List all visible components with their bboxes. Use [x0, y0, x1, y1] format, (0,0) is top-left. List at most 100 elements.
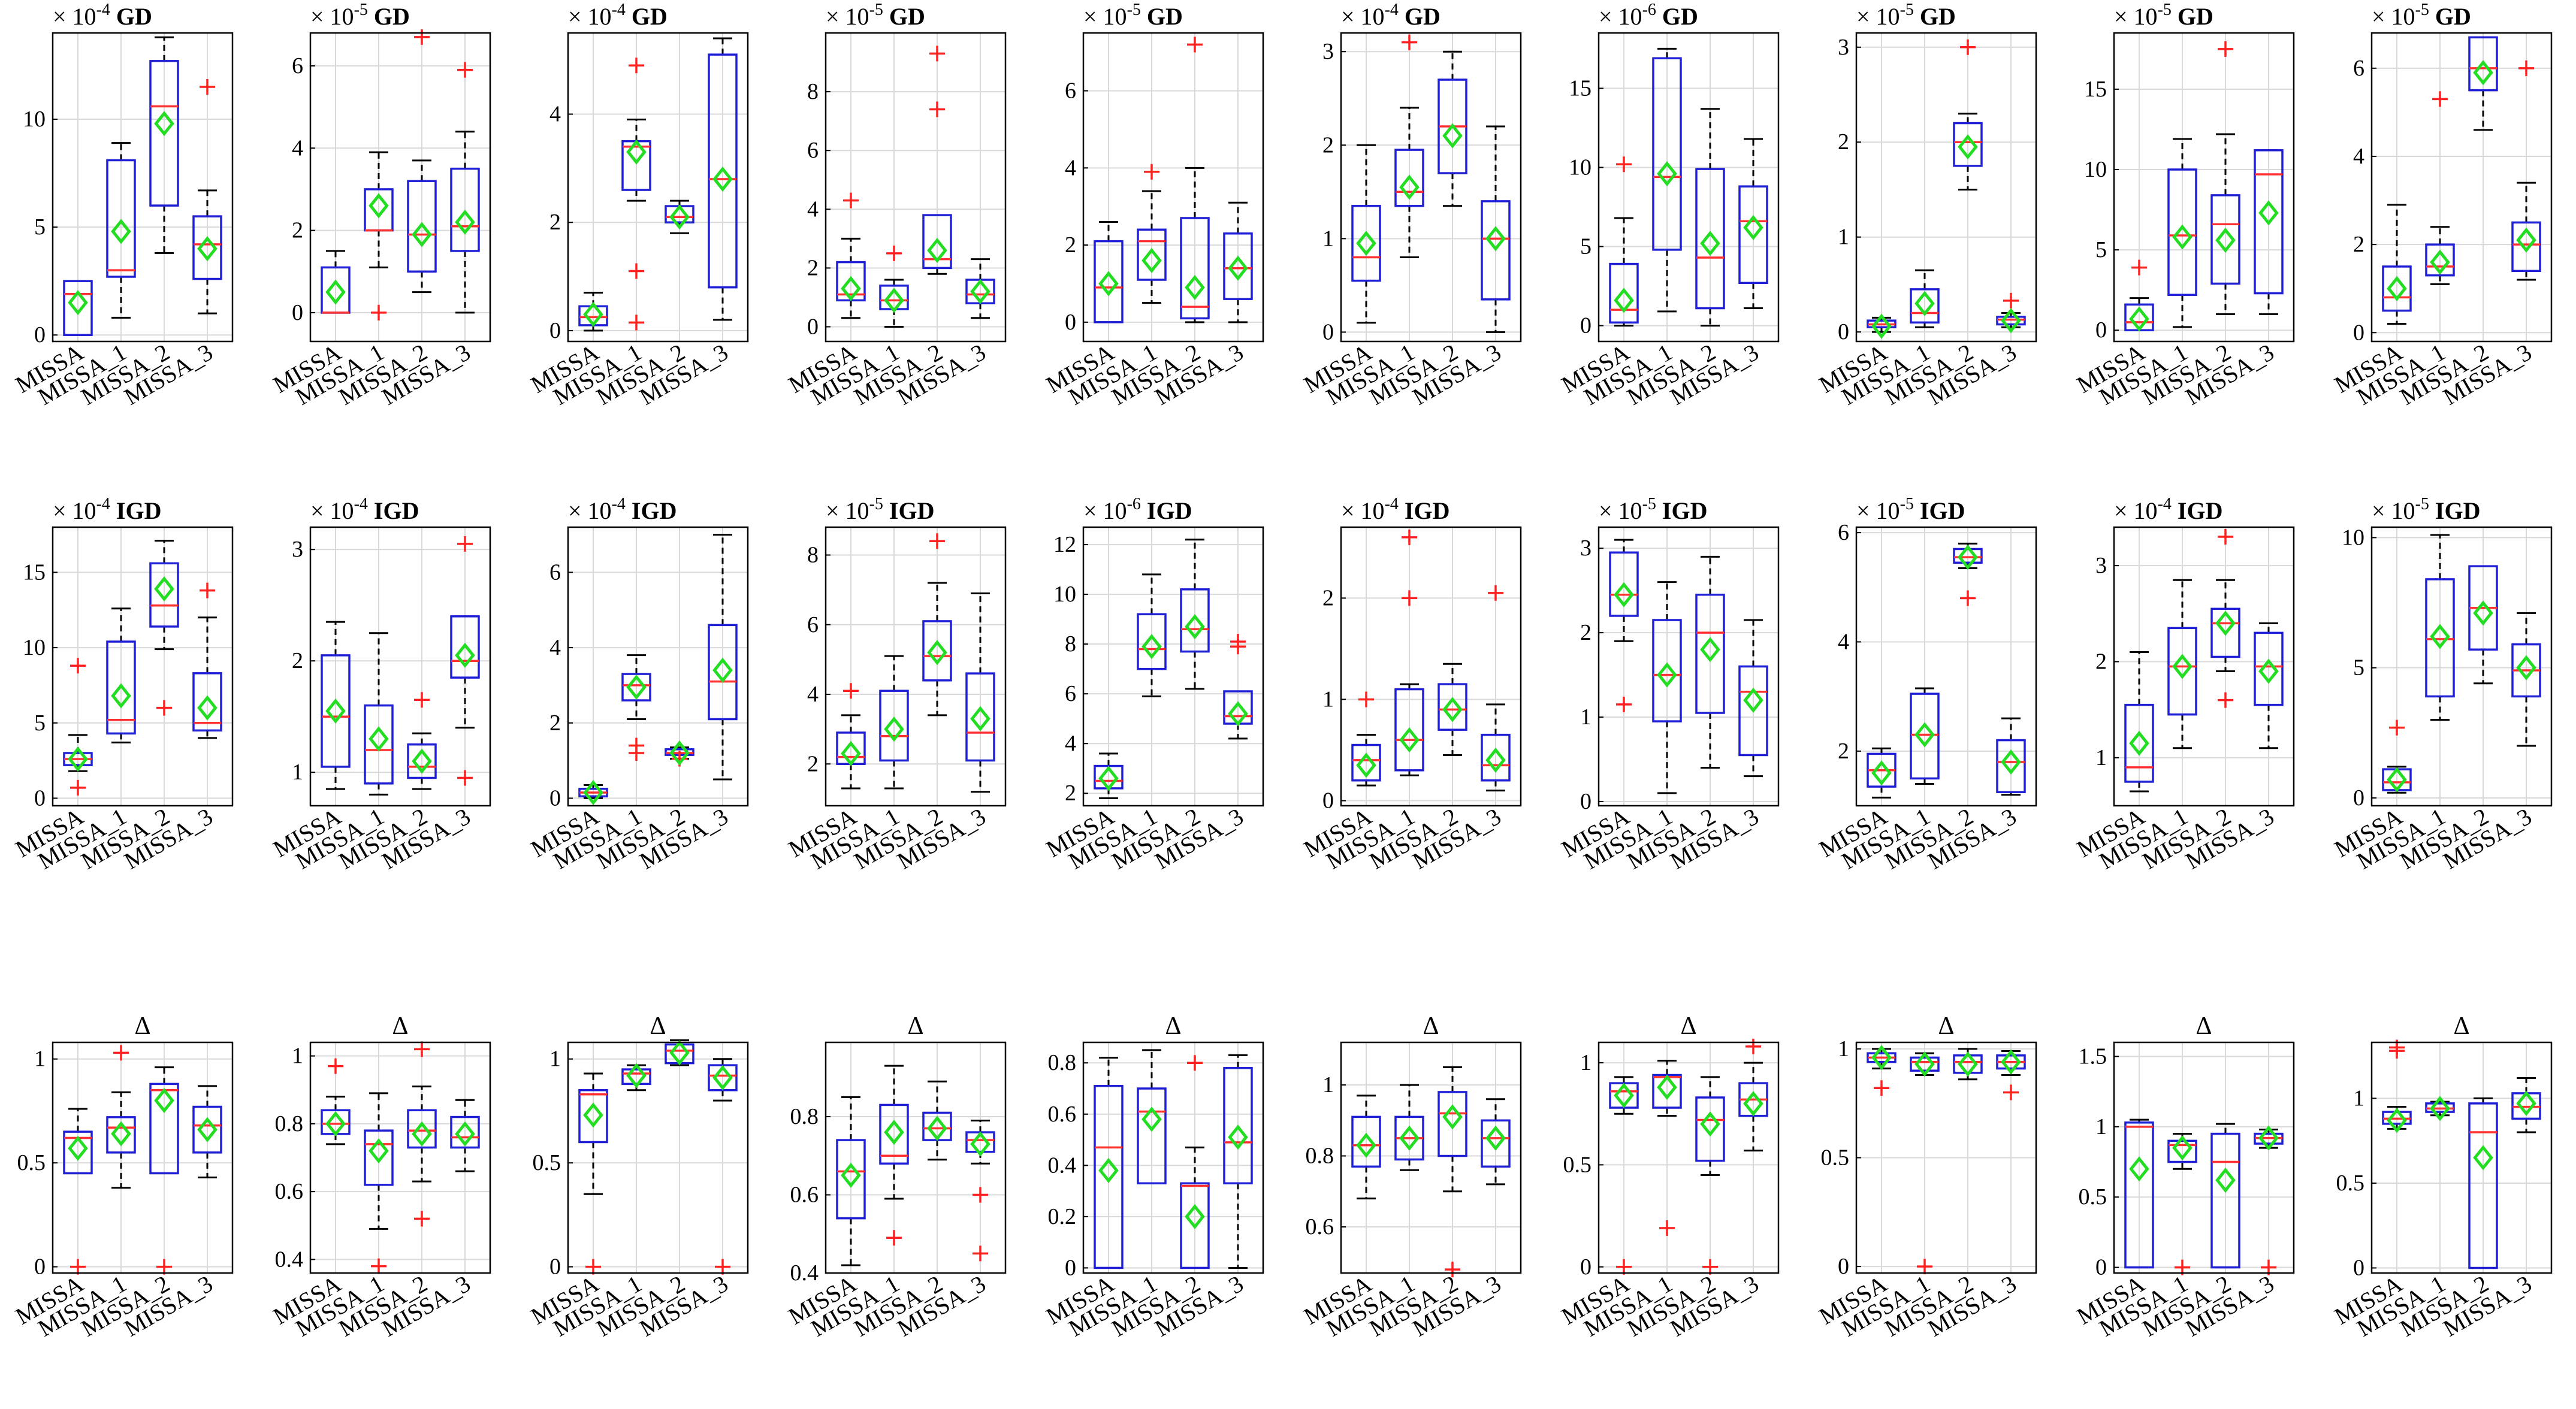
box-iqr [1695, 593, 1725, 714]
axis-exponent-title: × 10-4 IGD [2114, 495, 2222, 524]
box-MISSA_3 [1996, 1049, 2026, 1100]
box-MISSA_2 [1695, 108, 1725, 327]
outlier-marker [1402, 34, 1417, 50]
outlier-marker [113, 1045, 129, 1061]
outlier-marker [1358, 691, 1374, 707]
box-iqr [1223, 232, 1253, 300]
box-iqr [106, 640, 136, 735]
box-MISSA_1 [1652, 581, 1682, 794]
box-MISSA_3 [1481, 125, 1511, 333]
mean-diamond [1871, 1045, 1892, 1071]
box-iqr [1910, 1056, 1940, 1072]
mean-diamond [2001, 749, 2021, 775]
mean-diamond [1098, 766, 1119, 791]
mean-diamond [1141, 1106, 1162, 1132]
mean-diamond [841, 1162, 861, 1188]
box-MISSA [2124, 651, 2154, 793]
box-MISSA_1 [879, 655, 909, 790]
mean-diamond [2473, 60, 2493, 86]
mean-diamond [1442, 1104, 1463, 1130]
axes-frame [567, 1041, 749, 1274]
axes-frame [1340, 1041, 1522, 1274]
y-tick-label: 2 [1065, 232, 1076, 258]
y-tick-label: 4 [1065, 731, 1076, 756]
box-MISSA_3 [2511, 60, 2541, 281]
box-MISSA_2 [2468, 565, 2498, 685]
box-iqr [1394, 149, 1424, 207]
box-MISSA_2 [665, 199, 694, 234]
box-MISSA_1 [1137, 164, 1167, 304]
box-MISSA_3 [192, 582, 222, 739]
box-MISSA_1 [1910, 687, 1940, 785]
y-tick-label: 6 [292, 53, 303, 78]
box-MISSA [63, 658, 93, 796]
box-MISSA [2124, 1118, 2154, 1269]
box-MISSA_2 [2210, 529, 2240, 708]
mean-diamond [583, 1102, 603, 1128]
y-tick-label: 2 [1838, 739, 1849, 764]
outlier-marker [457, 770, 473, 786]
box-iqr [2382, 265, 2412, 312]
y-tick-label: 2 [549, 210, 561, 235]
box-iqr [149, 60, 179, 207]
mean-diamond [841, 276, 861, 301]
axis-exponent-title: × 10-4 GD [568, 1, 668, 30]
box-iqr [364, 704, 394, 785]
mean-diamond [669, 1040, 690, 1066]
mean-diamond [412, 748, 432, 774]
y-tick-label: 0 [1580, 1254, 1591, 1280]
y-tick-label: 0.5 [2079, 1184, 2107, 1210]
y-tick-label: 0.8 [790, 1104, 819, 1129]
y-tick-label: 0 [2353, 785, 2364, 811]
box-iqr [2167, 627, 2197, 716]
box-iqr [965, 672, 995, 762]
box-iqr [1137, 613, 1167, 670]
outlier-marker [70, 658, 86, 674]
axis-exponent-title: × 10-5 GD [2114, 1, 2213, 30]
axis-exponent-title: × 10-5 GD [826, 1, 925, 30]
subplot-title: Δ [2453, 1012, 2469, 1040]
axes-frame [567, 32, 749, 343]
axis-exponent-title: × 10-5 GD [1856, 1, 1956, 30]
y-tick-label: 2 [2353, 232, 2364, 257]
box-MISSA_1 [621, 58, 651, 331]
outlier-marker [371, 1258, 386, 1274]
box-MISSA_1 [106, 1045, 136, 1189]
outlier-marker [1187, 37, 1203, 53]
y-tick-label: 10 [2342, 525, 2364, 550]
box-iqr [1351, 743, 1381, 782]
mean-diamond [1657, 662, 1677, 688]
mean-diamond [1614, 1083, 1634, 1108]
box-iqr [2210, 607, 2240, 658]
y-tick-label: 5 [34, 214, 46, 240]
outlier-marker [414, 1211, 430, 1227]
y-tick-label: 0 [549, 785, 561, 811]
box-MISSA_2 [665, 740, 694, 767]
box-MISSA_2 [2210, 1123, 2240, 1269]
y-tick-label: 15 [1569, 75, 1591, 101]
mean-diamond [2215, 1168, 2236, 1193]
box-iqr [2210, 1132, 2240, 1269]
y-tick-label: 0.6 [1306, 1214, 1334, 1239]
box-iqr [621, 673, 651, 702]
outlier-marker [457, 62, 473, 78]
axes-frame [2113, 32, 2295, 343]
y-tick-label: 0 [34, 785, 46, 811]
box-MISSA_2 [1953, 1048, 1983, 1081]
y-tick-label: 0 [1838, 319, 1849, 344]
y-tick-label: 0 [549, 318, 561, 343]
mean-diamond [154, 1088, 174, 1114]
box-iqr [106, 1116, 136, 1154]
box-MISSA [578, 780, 608, 806]
box-MISSA [63, 1108, 93, 1275]
box-MISSA_3 [708, 1058, 738, 1275]
mean-diamond [111, 683, 131, 709]
box-MISSA_3 [1223, 633, 1253, 740]
outlier-marker [886, 245, 902, 261]
box-MISSA_2 [1180, 37, 1210, 323]
